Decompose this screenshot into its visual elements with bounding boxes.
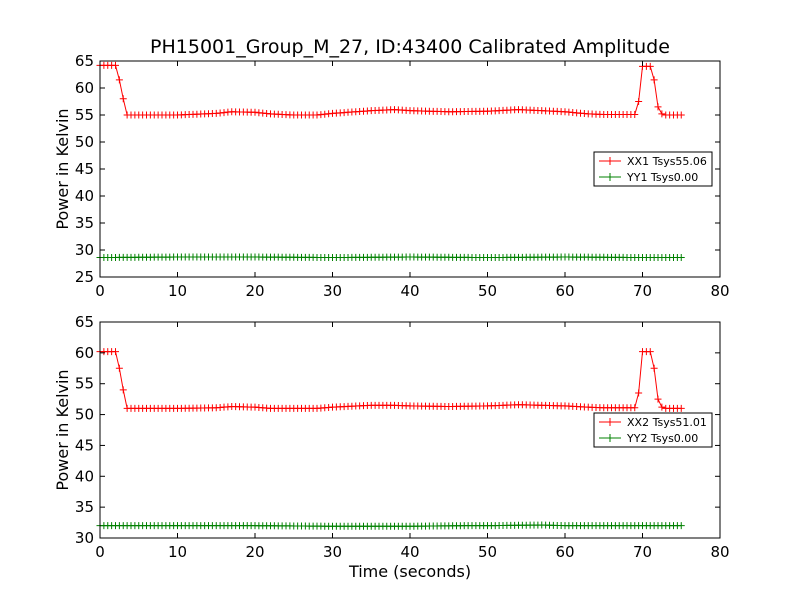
x-tick-label: 80 bbox=[710, 282, 729, 300]
y-tick-label: 50 bbox=[75, 406, 94, 424]
legend: XX1 Tsys55.06 YY1 Tsys0.00 bbox=[593, 151, 713, 187]
x-tick-label: 30 bbox=[323, 543, 342, 561]
data-point bbox=[115, 76, 123, 84]
data-point bbox=[650, 76, 658, 84]
y-tick-label: 35 bbox=[75, 214, 94, 232]
y-tick-label: 40 bbox=[75, 467, 94, 485]
y-tick-label: 30 bbox=[75, 241, 94, 259]
y-tick-label: 50 bbox=[75, 133, 94, 151]
y-tick-label: 25 bbox=[75, 268, 94, 286]
y-tick-label: 55 bbox=[75, 375, 94, 393]
y-tick-label: 65 bbox=[75, 52, 94, 70]
x-tick-label: 40 bbox=[400, 543, 419, 561]
series-yy-panel-1 bbox=[96, 253, 685, 262]
y-axis-label: Power in Kelvin bbox=[53, 108, 72, 229]
x-tick-label: 70 bbox=[633, 543, 652, 561]
series-xx-panel-2 bbox=[96, 348, 685, 412]
y-tick-label: 30 bbox=[75, 529, 94, 547]
y-tick-label: 60 bbox=[75, 344, 94, 362]
data-point bbox=[112, 348, 119, 356]
x-tick-label: 20 bbox=[245, 282, 264, 300]
series-line bbox=[100, 351, 682, 409]
data-point bbox=[635, 389, 643, 397]
x-tick-label: 30 bbox=[323, 282, 342, 300]
y-tick-label: 40 bbox=[75, 187, 94, 205]
data-point bbox=[658, 110, 666, 118]
legend-box bbox=[593, 151, 713, 187]
data-point bbox=[112, 61, 119, 69]
x-tick-label: 10 bbox=[168, 543, 187, 561]
data-point bbox=[677, 522, 685, 530]
data-point bbox=[646, 348, 654, 356]
x-tick-label: 40 bbox=[400, 282, 419, 300]
y-tick-label: 45 bbox=[75, 160, 94, 178]
y-tick-label: 35 bbox=[75, 498, 94, 516]
legend-entry: XX2 Tsys51.01 bbox=[627, 416, 707, 429]
data-point bbox=[115, 364, 123, 372]
x-tick-label: 50 bbox=[478, 282, 497, 300]
x-tick-label: 80 bbox=[710, 543, 729, 561]
legend-entry: XX1 Tsys55.06 bbox=[627, 155, 707, 168]
data-point bbox=[119, 95, 127, 103]
x-tick-label: 60 bbox=[555, 543, 574, 561]
top-panel: 0 10 20 30 40 50 60 70 80 25 30 35 40 45 50 55 60 65 Power… bbox=[53, 52, 730, 300]
data-point bbox=[654, 103, 662, 111]
figure-title: PH15001_Group_M_27, ID:43400 Calibrated … bbox=[150, 36, 670, 58]
x-tick-label: 0 bbox=[95, 282, 105, 300]
data-point bbox=[119, 386, 127, 394]
bottom-panel: 0 10 20 30 40 50 60 70 80 30 35 40 45 50 55 60 65 Power i… bbox=[53, 313, 730, 561]
series-xx-panel-1 bbox=[96, 61, 685, 119]
y-axis-label: Power in Kelvin bbox=[53, 369, 72, 490]
legend-entry: YY1 Tsys0.00 bbox=[626, 171, 698, 184]
x-tick-label: 20 bbox=[245, 543, 264, 561]
legend-box bbox=[593, 412, 713, 448]
data-point bbox=[631, 404, 639, 412]
y-tick-label: 55 bbox=[75, 106, 94, 124]
legend-entry: YY2 Tsys0.00 bbox=[626, 432, 698, 445]
y-tick-label: 65 bbox=[75, 313, 94, 331]
legend: XX2 Tsys51.01 YY2 Tsys0.00 bbox=[593, 412, 713, 448]
data-point bbox=[646, 62, 654, 70]
data-point bbox=[677, 254, 685, 262]
series-yy-panel-2 bbox=[96, 521, 685, 530]
y-tick-label: 45 bbox=[75, 436, 94, 454]
data-point bbox=[677, 111, 685, 119]
x-axis-label: Time (seconds) bbox=[348, 562, 471, 581]
x-tick-label: 0 bbox=[95, 543, 105, 561]
data-point bbox=[654, 395, 662, 403]
data-point bbox=[635, 98, 643, 105]
x-tick-label: 60 bbox=[555, 282, 574, 300]
y-tick-label: 60 bbox=[75, 79, 94, 97]
x-tick-label: 70 bbox=[633, 282, 652, 300]
x-tick-label: 10 bbox=[168, 282, 187, 300]
data-point bbox=[658, 403, 666, 411]
data-point bbox=[631, 110, 639, 118]
x-tick-label: 50 bbox=[478, 543, 497, 561]
data-point bbox=[650, 364, 658, 372]
data-point bbox=[677, 404, 685, 412]
